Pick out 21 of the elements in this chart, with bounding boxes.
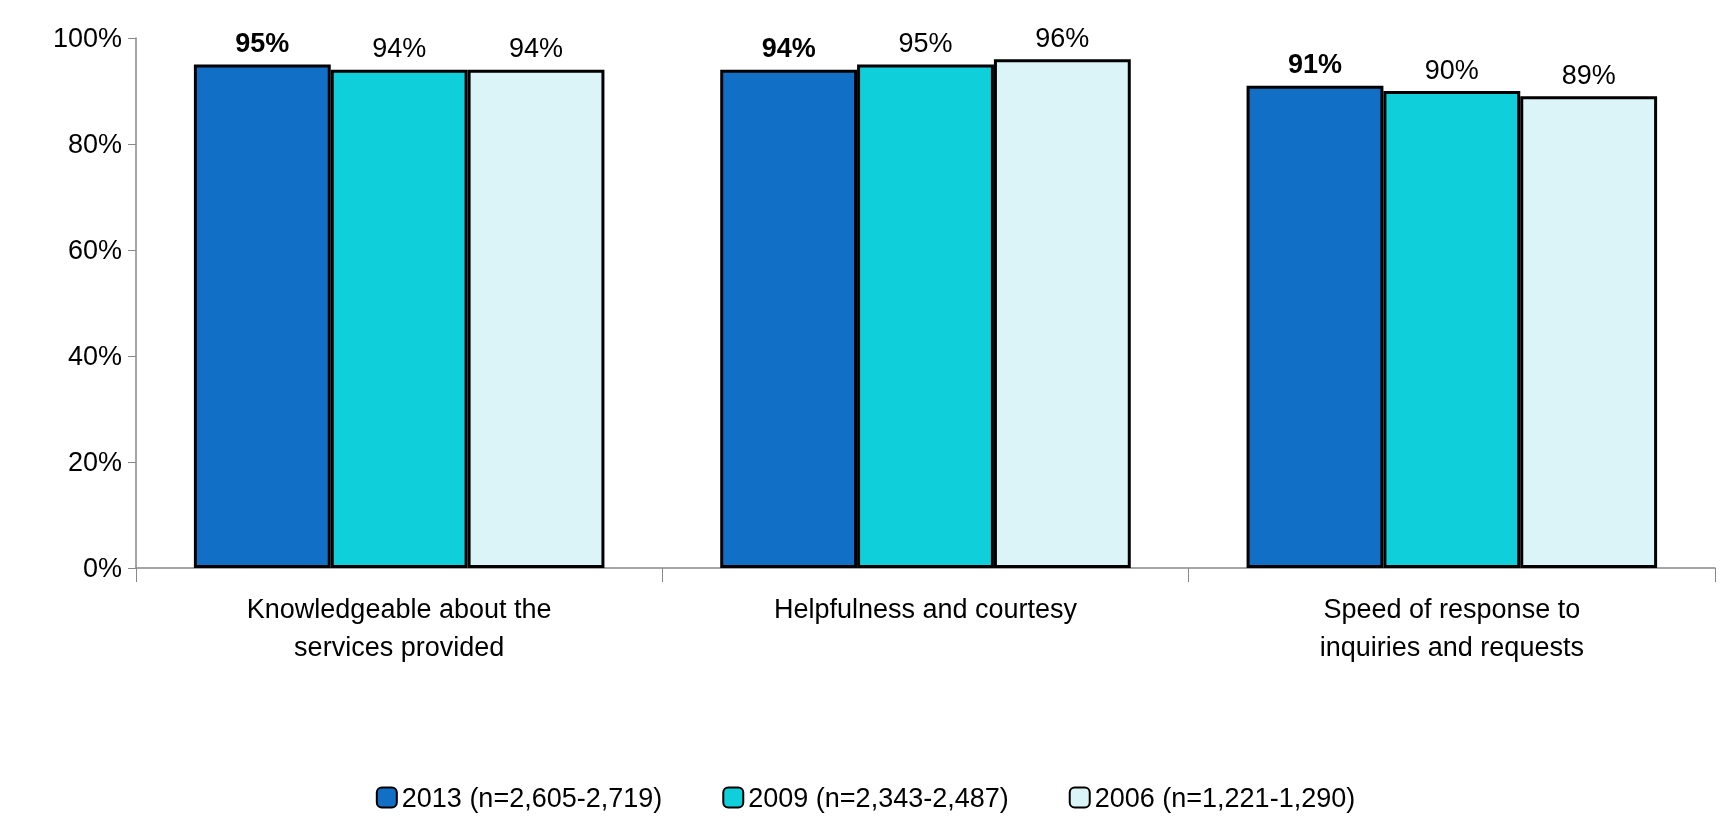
x-tick-label: Speed of response to inquiries and requests: [1319, 594, 1584, 662]
y-tick-label: 20%: [67, 447, 122, 477]
legend-label: 2013 (n=2,605-2,719): [401, 782, 663, 813]
data-label: 94%: [508, 33, 564, 64]
y-tick-label: 0%: [82, 553, 122, 583]
data-label: 90%: [1424, 54, 1479, 85]
y-tick-label: 80%: [67, 129, 122, 159]
legend-label: 2009 (n=2,343-2,487): [748, 782, 1009, 813]
x-tick-label: Knowledgeable about the services provided: [246, 594, 552, 662]
legend-label: 2006 (n=1,221-1,290): [1094, 782, 1356, 813]
y-tick-label: 40%: [67, 341, 122, 371]
data-label: 89%: [1561, 59, 1616, 90]
data-label: 91%: [1287, 49, 1343, 80]
y-tick-label: 100%: [52, 23, 122, 53]
data-label: 95%: [898, 28, 953, 58]
data-label: 94%: [372, 33, 427, 64]
data-label: 96%: [1035, 22, 1090, 53]
data-label: 94%: [761, 33, 816, 64]
data-label: 95%: [235, 28, 290, 58]
y-tick-label: 60%: [67, 235, 122, 265]
x-tick-label: Helpfulness and courtesy: [773, 594, 1078, 624]
